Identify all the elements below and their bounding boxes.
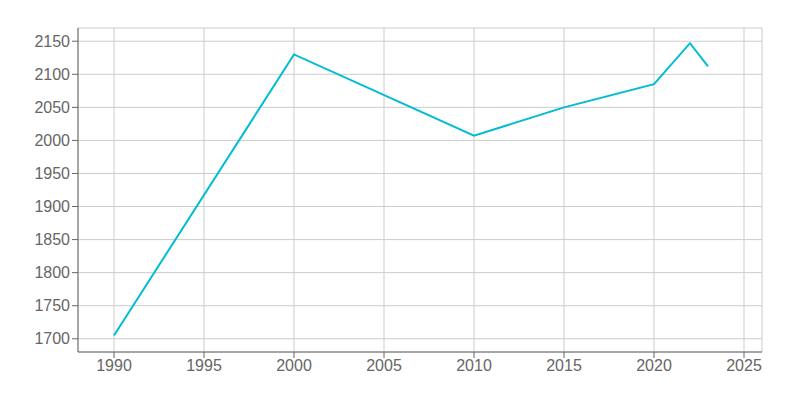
- svg-text:2010: 2010: [456, 357, 492, 374]
- svg-text:1990: 1990: [96, 357, 132, 374]
- svg-text:2025: 2025: [726, 357, 762, 374]
- svg-text:2150: 2150: [34, 33, 70, 50]
- svg-text:2020: 2020: [636, 357, 672, 374]
- svg-text:2015: 2015: [546, 357, 582, 374]
- svg-text:1750: 1750: [34, 297, 70, 314]
- svg-text:1800: 1800: [34, 264, 70, 281]
- svg-text:1900: 1900: [34, 198, 70, 215]
- svg-text:1950: 1950: [34, 165, 70, 182]
- svg-text:1995: 1995: [186, 357, 222, 374]
- svg-text:1850: 1850: [34, 231, 70, 248]
- svg-text:2000: 2000: [276, 357, 312, 374]
- svg-text:2000: 2000: [34, 132, 70, 149]
- svg-text:2100: 2100: [34, 66, 70, 83]
- svg-text:2050: 2050: [34, 99, 70, 116]
- svg-text:2005: 2005: [366, 357, 402, 374]
- svg-text:1700: 1700: [34, 330, 70, 347]
